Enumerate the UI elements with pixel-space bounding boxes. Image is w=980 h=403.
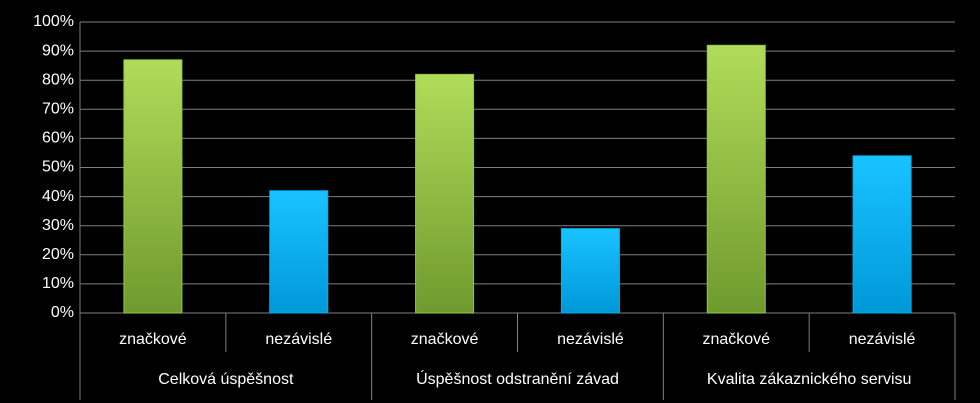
x-tick-label: značkové (702, 331, 770, 348)
y-tick-label: 0% (51, 304, 74, 321)
y-tick-label: 80% (42, 71, 74, 88)
y-tick-label: 70% (42, 101, 74, 118)
group-label: Úspěšnost odstranění závad (416, 369, 619, 388)
x-tick-label: značkové (411, 331, 479, 348)
y-tick-label: 10% (42, 275, 74, 292)
y-tick-label: 40% (42, 188, 74, 205)
bar (123, 59, 183, 314)
group-label: Celková úspěšnost (158, 371, 294, 388)
x-tick-label: nezávislé (849, 331, 916, 348)
y-tick-label: 30% (42, 217, 74, 234)
bar (415, 73, 475, 314)
y-tick-label: 20% (42, 246, 74, 263)
y-tick-label: 60% (42, 130, 74, 147)
group-label: Kvalita zákaznického servisu (707, 371, 912, 388)
y-tick-label: 50% (42, 159, 74, 176)
x-tick-label: nezávislé (557, 331, 624, 348)
y-tick-label: 100% (33, 13, 74, 30)
x-tick-label: značkové (119, 331, 187, 348)
bar (560, 228, 620, 314)
bar (269, 190, 329, 314)
bar (852, 155, 912, 314)
bar (706, 44, 766, 314)
y-tick-label: 90% (42, 42, 74, 59)
x-tick-label: nezávislé (265, 331, 332, 348)
